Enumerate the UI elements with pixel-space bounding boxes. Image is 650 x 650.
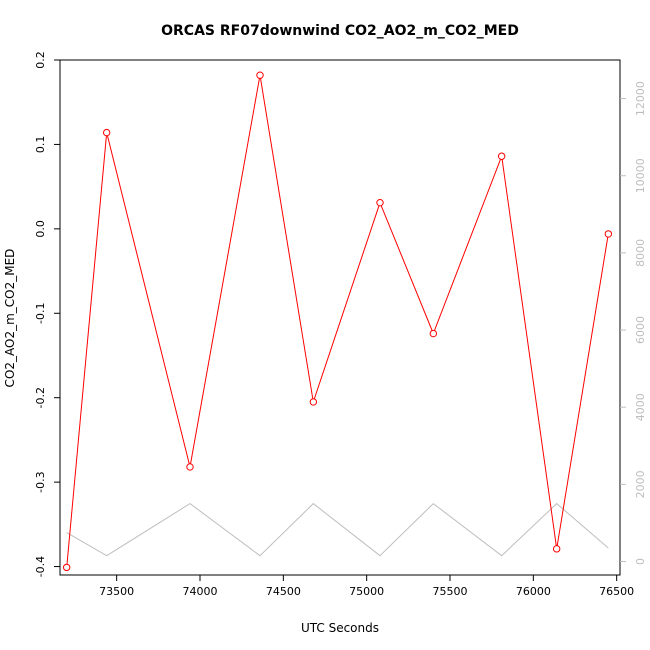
x-tick-label-4: 75500 <box>433 585 468 598</box>
right-axis: 0 2000 4000 6000 8000 10000 12000 <box>620 81 647 565</box>
series-0-point-3 <box>256 71 264 79</box>
y-tick-label-5: 0.1 <box>34 136 47 154</box>
y-tick-label-0: -0.4 <box>34 556 47 577</box>
y-tick-label-1: -0.3 <box>34 471 47 492</box>
series-0-point-6 <box>429 329 438 338</box>
x-tick-label-5: 76000 <box>516 585 551 598</box>
series-0-point-5 <box>376 198 384 207</box>
chart-title: ORCAS RF07downwind CO2_AO2_m_CO2_MED <box>161 23 519 39</box>
series-0-point-4 <box>309 398 318 406</box>
plot-frame <box>59 59 621 576</box>
series-0-line <box>66 75 609 568</box>
y2-tick-label-1: 2000 <box>634 470 647 498</box>
y2-tick-label-6: 12000 <box>634 81 647 116</box>
y2-tick-label-2: 4000 <box>634 393 647 421</box>
series-0-point-0 <box>62 563 71 572</box>
y2-tick-label-5: 10000 <box>634 158 647 193</box>
x-tick-label-0: 73500 <box>99 585 134 598</box>
x-tick-label-2: 74500 <box>266 585 301 598</box>
series-0-point-7 <box>497 152 506 160</box>
y-axis-label: CO2_AO2_m_CO2_MED <box>3 249 17 388</box>
series-0-point-8 <box>552 545 561 553</box>
y2-tick-label-0: 0 <box>634 558 647 565</box>
y-tick-label-4: 0.0 <box>34 220 47 238</box>
y-tick-label-3: -0.1 <box>34 303 47 324</box>
x-axis: 73500 74000 74500 75000 75500 76000 76500 <box>99 575 634 598</box>
y-tick-label-6: 0.2 <box>34 51 47 69</box>
series-0-point-2 <box>186 463 194 471</box>
y2-tick-label-4: 8000 <box>634 239 647 267</box>
y2-tick-label-3: 6000 <box>634 316 647 344</box>
series-0-point-9 <box>604 230 613 238</box>
series-layer <box>62 71 613 572</box>
series-0-point-1 <box>102 128 111 137</box>
x-axis-label: UTC Seconds <box>301 621 379 635</box>
y-axis: -0.4 -0.3 -0.2 -0.1 0.0 0.1 0.2 <box>34 51 60 577</box>
x-tick-label-6: 76500 <box>599 585 634 598</box>
series-1-line <box>66 502 609 557</box>
y-tick-label-2: -0.2 <box>34 387 47 408</box>
x-tick-label-3: 75000 <box>349 585 384 598</box>
x-tick-label-1: 74000 <box>183 585 218 598</box>
